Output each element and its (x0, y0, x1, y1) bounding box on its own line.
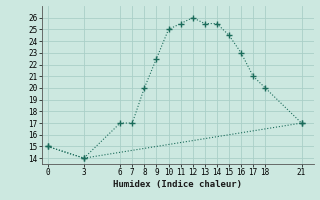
X-axis label: Humidex (Indice chaleur): Humidex (Indice chaleur) (113, 180, 242, 189)
